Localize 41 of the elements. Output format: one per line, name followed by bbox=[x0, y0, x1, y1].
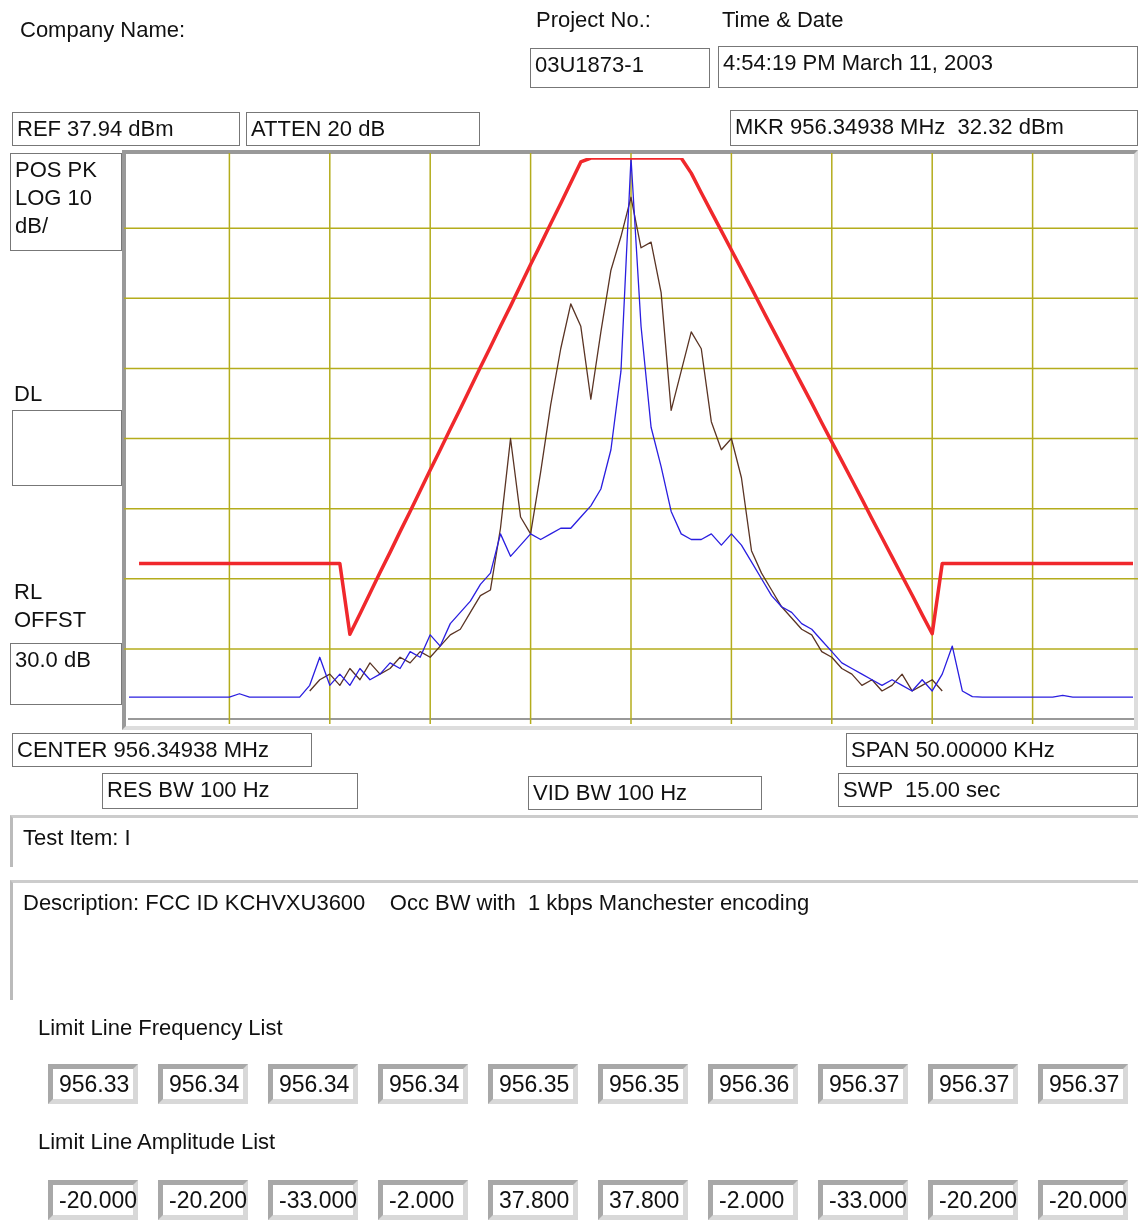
text: Limit Line Frequency List bbox=[38, 1014, 284, 1042]
text: 956.37 bbox=[1038, 1064, 1128, 1104]
text: Description: FCC ID KCHVXU3600 Occ BW with 1 kbps Manchester encoding bbox=[10, 880, 1138, 1000]
text: Company Name: bbox=[20, 16, 187, 44]
text: CENTER 956.34938 MHz bbox=[12, 733, 312, 767]
text: REF 37.94 dBm bbox=[12, 112, 240, 146]
text: 956.35 bbox=[598, 1064, 688, 1104]
text: 956.36 bbox=[708, 1064, 798, 1104]
text: -33.000 bbox=[268, 1180, 358, 1220]
text: ATTEN 20 dB bbox=[246, 112, 480, 146]
text: -20.000 bbox=[1038, 1180, 1128, 1220]
text: 956.34 bbox=[268, 1064, 358, 1104]
text: -2.000 bbox=[708, 1180, 798, 1220]
text: 956.37 bbox=[928, 1064, 1018, 1104]
text: 956.35 bbox=[488, 1064, 578, 1104]
text: -2.000 bbox=[378, 1180, 468, 1220]
text: SWP 15.00 sec bbox=[838, 773, 1138, 807]
text: RES BW 100 Hz bbox=[102, 773, 358, 809]
text: 956.33 bbox=[48, 1064, 138, 1104]
text: SPAN 50.00000 KHz bbox=[846, 733, 1138, 767]
text: 37.800 bbox=[488, 1180, 578, 1220]
text: -20.200 bbox=[928, 1180, 1018, 1220]
text: 956.34 bbox=[158, 1064, 248, 1104]
text: 37.800 bbox=[598, 1180, 688, 1220]
text: 956.37 bbox=[818, 1064, 908, 1104]
text: 03U1873-1 bbox=[530, 48, 710, 88]
text: DL bbox=[14, 380, 44, 408]
text: POS PK LOG 10 dB/ bbox=[10, 153, 122, 251]
text: Time & Date bbox=[722, 6, 845, 34]
text: RL OFFST bbox=[14, 578, 88, 634]
text: MKR 956.34938 MHz 32.32 dBm bbox=[730, 110, 1138, 146]
text: 956.34 bbox=[378, 1064, 468, 1104]
text: 30.0 dB bbox=[10, 643, 122, 705]
text: VID BW 100 Hz bbox=[528, 776, 762, 810]
text: Limit Line Amplitude List bbox=[38, 1128, 277, 1156]
text: -20.000 bbox=[48, 1180, 138, 1220]
text: 4:54:19 PM March 11, 2003 bbox=[718, 46, 1138, 88]
text: -33.000 bbox=[818, 1180, 908, 1220]
text: Test Item: I bbox=[10, 815, 1138, 867]
text: -20.200 bbox=[158, 1180, 248, 1220]
text: Project No.: bbox=[536, 6, 652, 34]
